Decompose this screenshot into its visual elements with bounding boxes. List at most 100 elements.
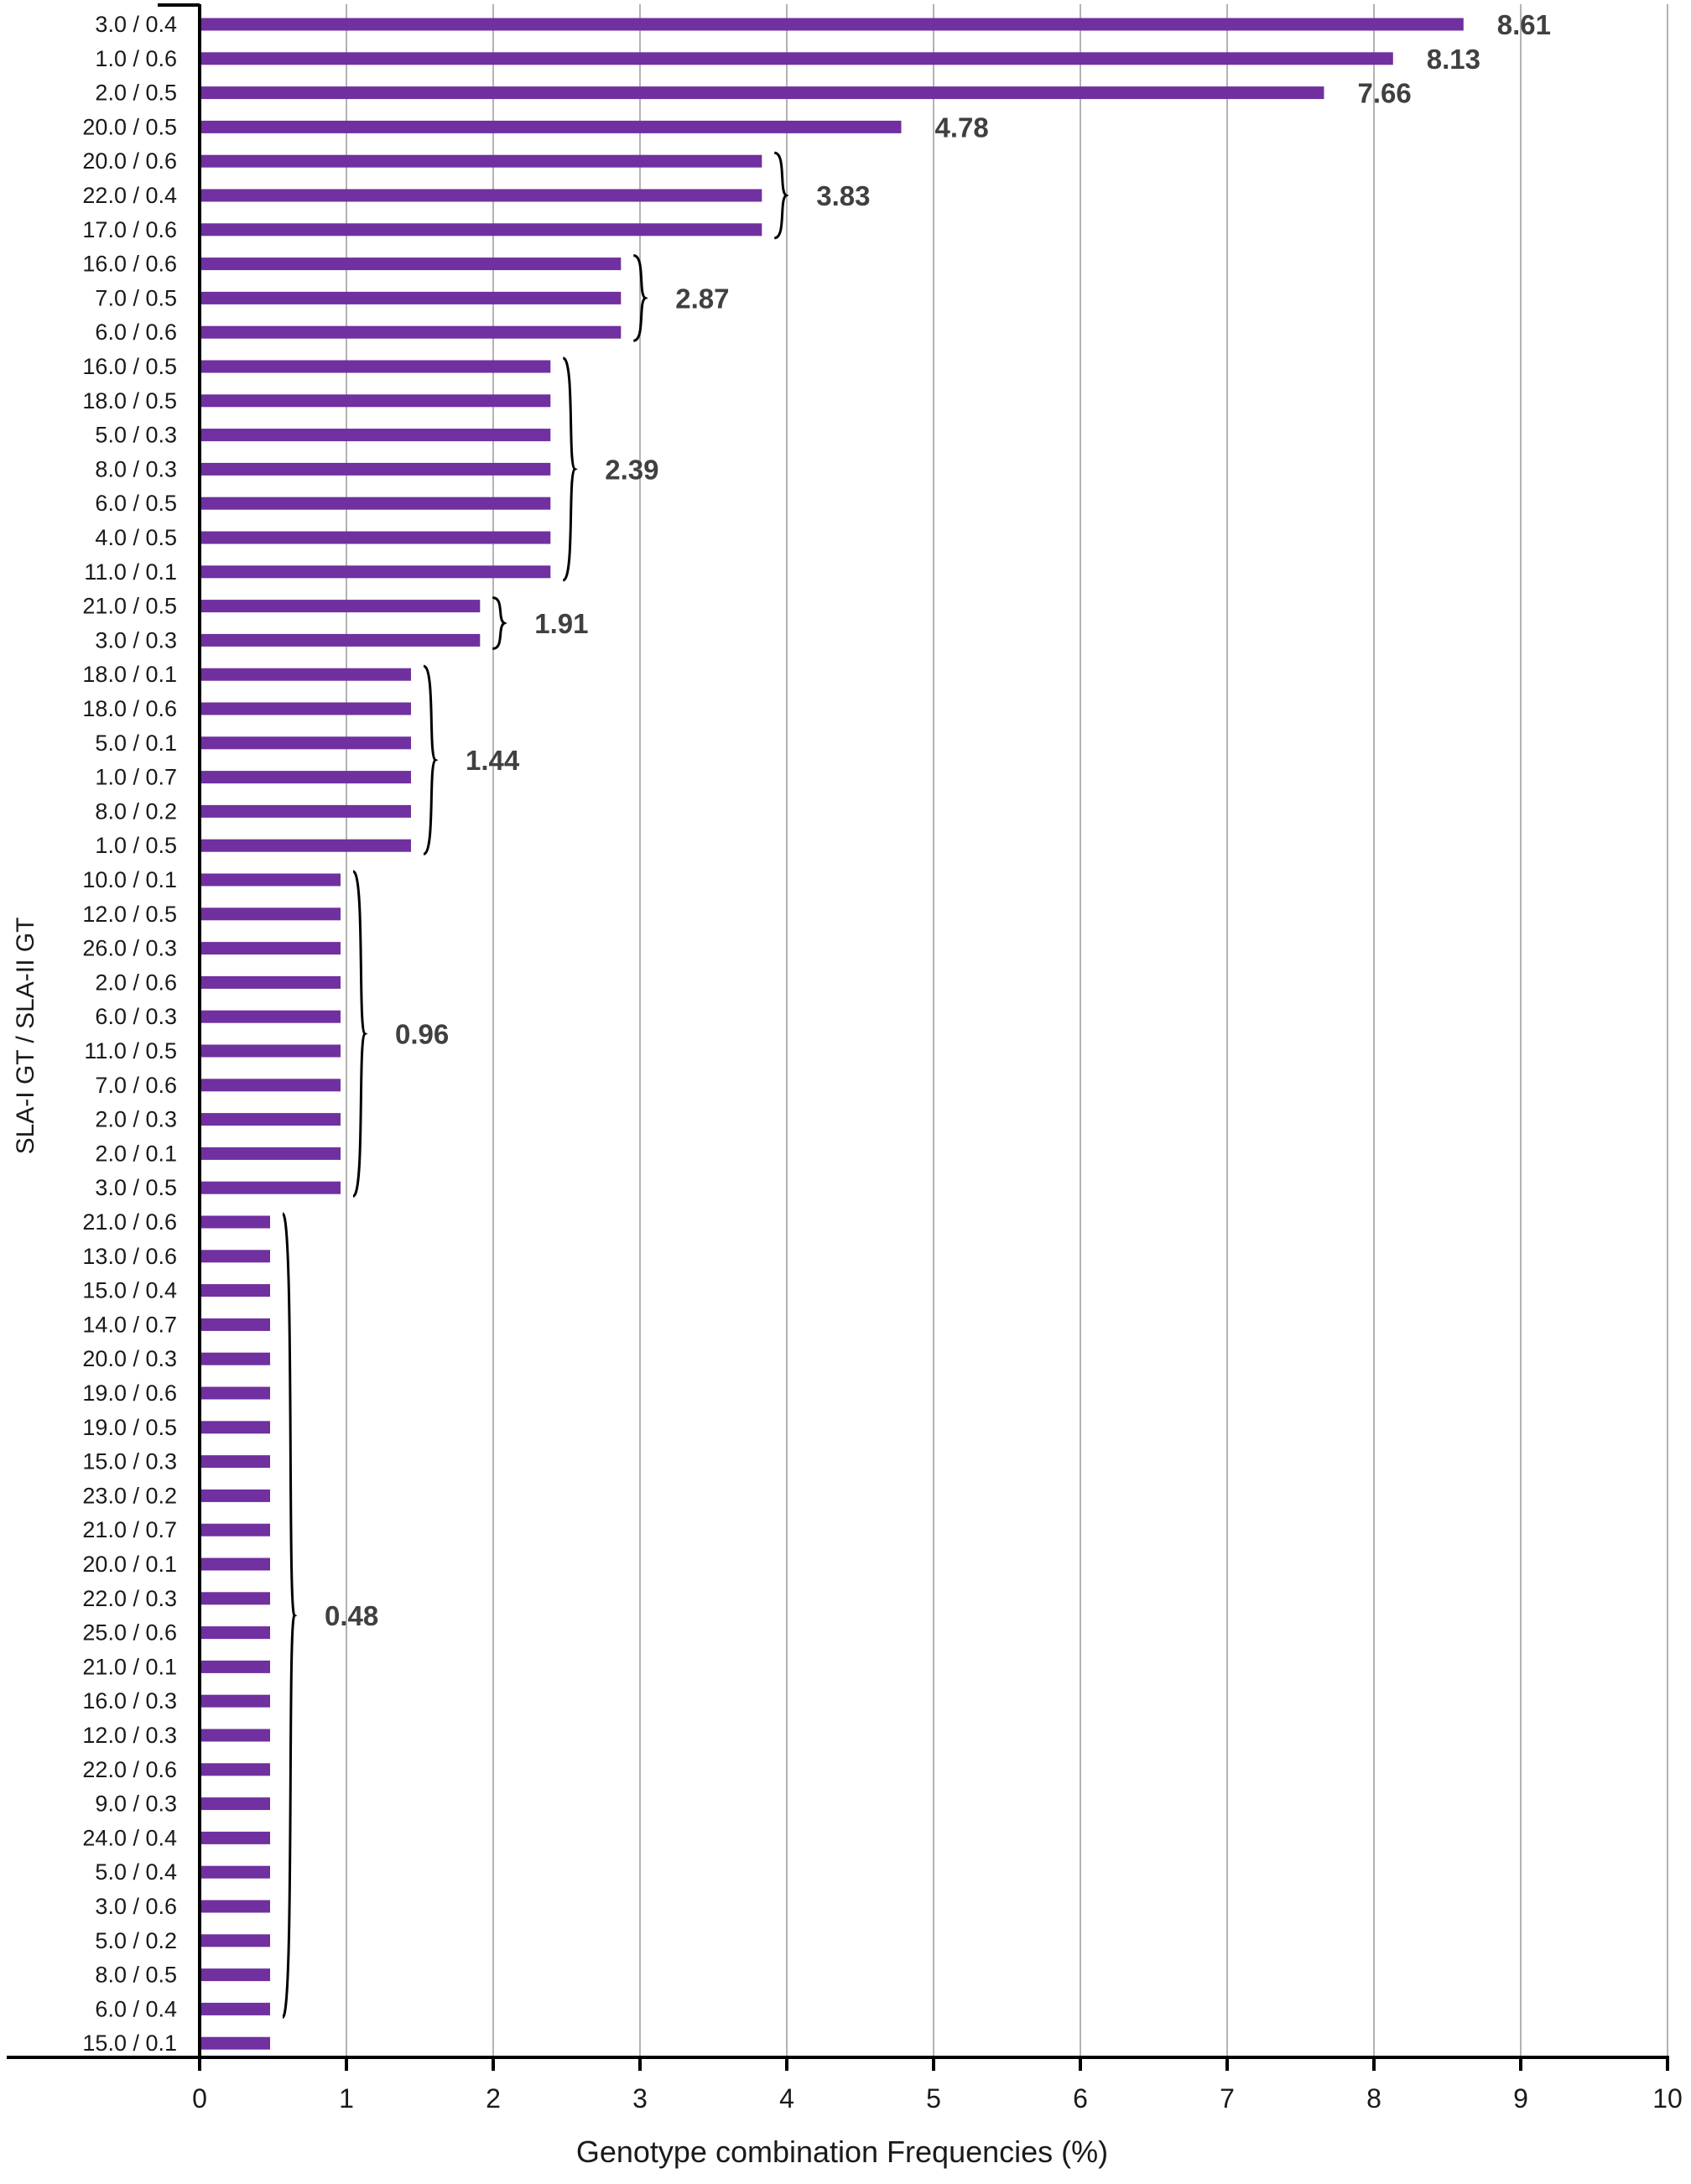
category-label: 6.0 / 0.5 [95,491,177,516]
category-label: 2.0 / 0.3 [95,1107,177,1132]
category-label: 19.0 / 0.6 [82,1381,177,1406]
bar [200,1934,270,1947]
axes [7,3,1669,2071]
category-label: 24.0 / 0.4 [82,1825,177,1850]
category-label: 1.0 / 0.5 [95,833,177,858]
bar [200,1523,270,1537]
bar [200,189,762,202]
x-tick-label: 1 [339,2083,354,2114]
x-tick-label: 3 [632,2083,648,2114]
category-label: 10.0 / 0.1 [82,867,177,892]
category-label: 8.0 / 0.2 [95,798,177,824]
category-label: 12.0 / 0.3 [82,1723,177,1748]
bar [200,394,551,408]
category-label: 5.0 / 0.1 [95,731,177,756]
bar [200,325,622,339]
bar [200,942,341,955]
bar [200,1660,270,1673]
bar [200,702,411,715]
bar [200,1386,270,1400]
bars [200,18,1464,2050]
bar-value-label: 8.13 [1427,44,1480,75]
category-label: 17.0 / 0.6 [82,217,177,242]
bar [200,497,551,510]
category-label: 15.0 / 0.4 [82,1278,177,1303]
category-label: 18.0 / 0.1 [82,662,177,687]
x-tick-label: 8 [1366,2083,1381,2114]
category-label: 15.0 / 0.3 [82,1449,177,1474]
bar [200,907,341,921]
category-label: 11.0 / 0.1 [84,559,177,585]
category-label: 6.0 / 0.6 [95,320,177,345]
category-label: 6.0 / 0.3 [95,1004,177,1029]
category-label: 6.0 / 0.4 [95,1996,177,2021]
group-brace [281,1212,298,2019]
category-label: 5.0 / 0.3 [95,423,177,448]
category-label: 22.0 / 0.4 [82,183,177,208]
bar [200,86,1324,100]
category-label: 20.0 / 0.5 [82,114,177,139]
category-label: 20.0 / 0.6 [82,148,177,174]
x-tick-label: 6 [1073,2083,1088,2114]
category-label: 23.0 / 0.2 [82,1483,177,1508]
bar-value-label: 7.66 [1358,78,1412,109]
bar [200,462,551,476]
bar [200,1968,270,1982]
category-label: 16.0 / 0.5 [82,354,177,379]
x-tick-label: 5 [926,2083,941,2114]
x-tick-label: 0 [192,2083,207,2114]
bar [200,975,341,989]
group-brace [351,870,368,1198]
bar [200,1010,341,1023]
bar [200,1421,270,1434]
category-label: 2.0 / 0.6 [95,970,177,995]
bar [200,1455,270,1469]
x-tick-label: 9 [1513,2083,1528,2114]
category-label: 25.0 / 0.6 [82,1620,177,1646]
category-label: 3.0 / 0.3 [95,627,177,653]
group-value-label: 1.91 [534,608,588,639]
category-label: 15.0 / 0.1 [82,2031,177,2056]
category-label: 18.0 / 0.5 [82,388,177,413]
tick-labels: 0 1 2 3 4 5 6 7 8 9 10 [192,2083,1683,2114]
category-label: 3.0 / 0.5 [95,1175,177,1200]
bar [200,1900,270,1913]
category-label: 21.0 / 0.7 [82,1517,177,1542]
bar [200,1284,270,1297]
category-label: 3.0 / 0.4 [95,12,177,37]
bar [200,120,902,133]
bar [200,360,551,373]
group-value-label: 0.48 [325,1600,378,1631]
bar [200,1729,270,1742]
bar [200,1250,270,1263]
category-label: 8.0 / 0.5 [95,1963,177,1988]
group-brace [773,151,789,240]
bar [200,1557,270,1571]
category-label: 1.0 / 0.7 [95,765,177,790]
group-value-label: 2.87 [675,283,729,314]
bar [200,668,411,681]
category-label: 7.0 / 0.6 [95,1073,177,1098]
category-label: 2.0 / 0.1 [95,1141,177,1166]
group-brace [423,664,439,855]
bar [200,18,1464,31]
bar [200,2002,270,2015]
category-label: 21.0 / 0.6 [82,1209,177,1235]
category-label: 8.0 / 0.3 [95,456,177,481]
category-label: 3.0 / 0.6 [95,1894,177,1919]
category-label: 11.0 / 0.5 [84,1038,177,1063]
group-value-label: 2.39 [605,454,658,485]
category-label: 13.0 / 0.6 [82,1244,177,1269]
bar [200,1831,270,1844]
bar [200,1318,270,1331]
category-label: 4.0 / 0.5 [95,525,177,550]
x-tick-label: 2 [486,2083,501,2114]
x-tick-label: 4 [779,2083,794,2114]
group-brace [492,596,507,650]
bar [200,873,341,887]
bar [200,429,551,442]
category-label: 21.0 / 0.1 [82,1654,177,1679]
category-labels: 3.0 / 0.4 1.0 / 0.6 2.0 / 0.5 20.0 / 0.5 20.… [82,12,177,2056]
bar [200,1763,270,1776]
bar [200,1797,270,1811]
